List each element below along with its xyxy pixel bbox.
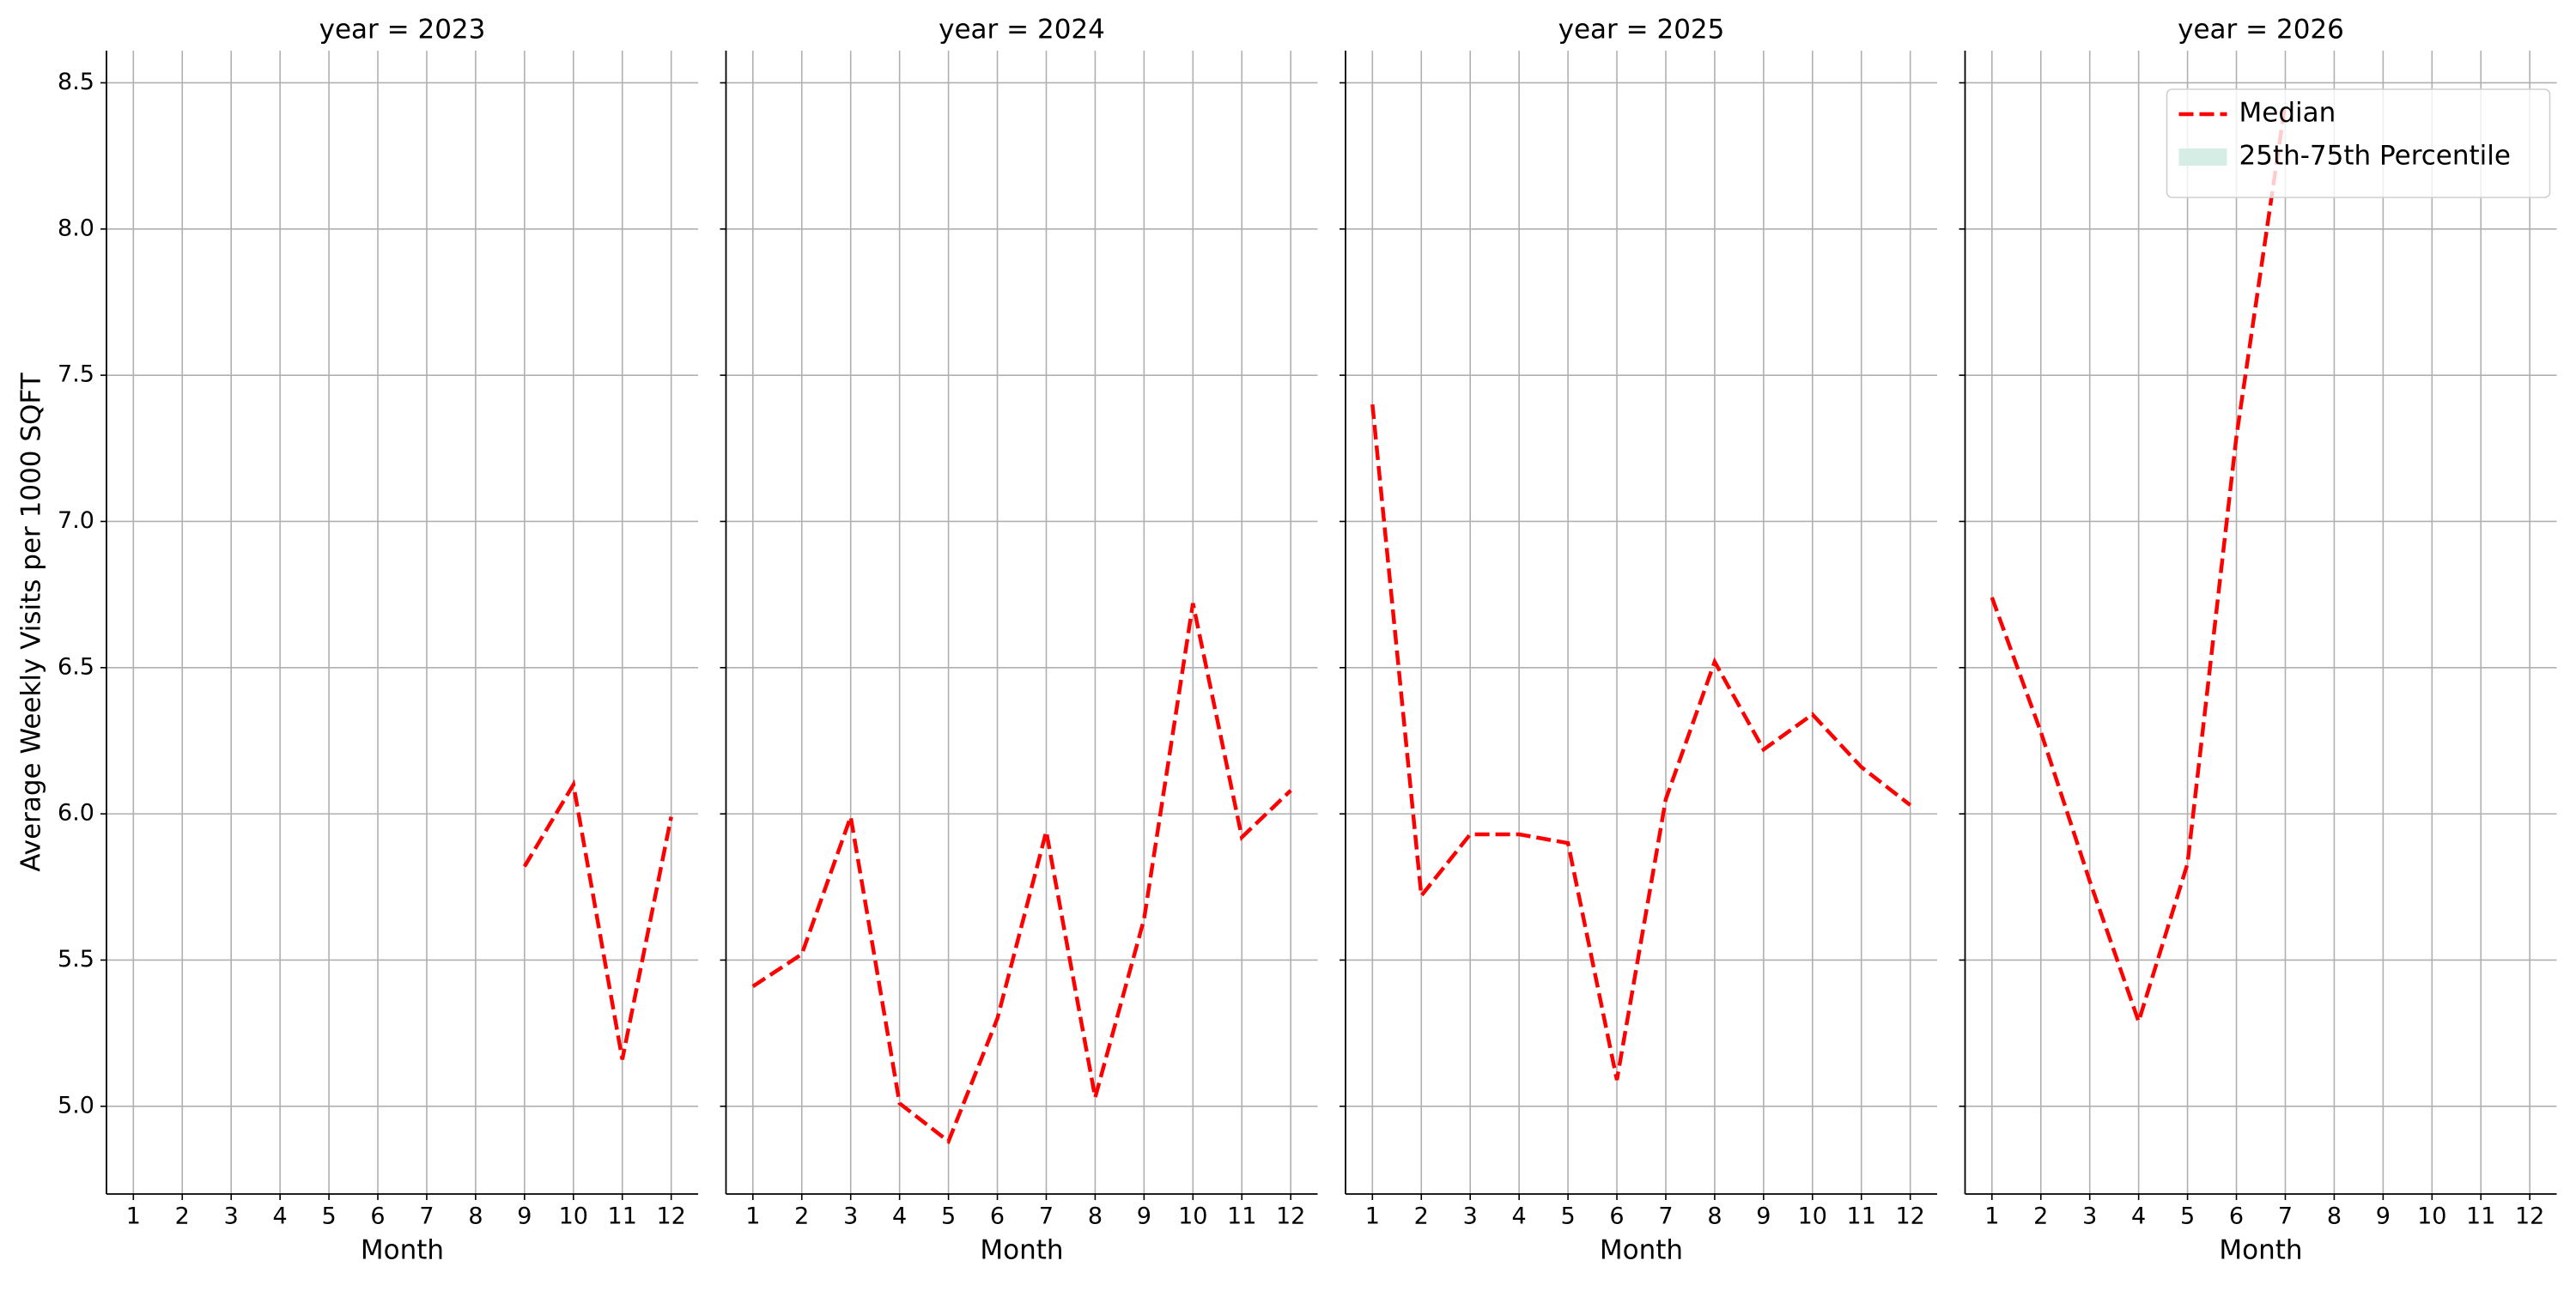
- x-tick-label: 12: [1896, 1203, 1925, 1230]
- x-tick-label: 10: [559, 1203, 588, 1230]
- x-tick-label: 12: [657, 1203, 686, 1230]
- y-tick-label: 6.5: [58, 653, 94, 680]
- x-tick-label: 11: [2466, 1203, 2495, 1230]
- x-axis-label: Month: [361, 1235, 444, 1266]
- x-tick-label: 11: [1227, 1203, 1256, 1230]
- y-tick-label: 8.5: [58, 69, 94, 95]
- x-axis-label: Month: [1600, 1235, 1683, 1266]
- x-tick-label: 1: [126, 1203, 141, 1230]
- legend-swatch: [2178, 148, 2227, 166]
- panel-title: year = 2026: [2178, 15, 2344, 45]
- x-tick-label: 10: [2417, 1203, 2446, 1230]
- panel-title: year = 2025: [1558, 15, 1725, 45]
- x-tick-label: 10: [1798, 1203, 1827, 1230]
- x-tick-label: 11: [608, 1203, 637, 1230]
- y-tick-label: 8.0: [58, 215, 94, 241]
- x-tick-label: 4: [273, 1203, 288, 1230]
- median-line: [1370, 403, 1912, 1081]
- x-tick-label: 9: [1756, 1203, 1771, 1230]
- x-tick-label: 7: [2278, 1203, 2293, 1230]
- x-tick-label: 5: [941, 1203, 956, 1230]
- x-tick-label: 1: [745, 1203, 760, 1230]
- x-tick-label: 4: [892, 1203, 907, 1230]
- y-tick-label: 5.0: [58, 1092, 94, 1118]
- y-tick-label: 7.0: [58, 507, 94, 534]
- x-tick-label: 11: [1847, 1203, 1876, 1230]
- legend-box: [2166, 88, 2551, 198]
- x-tick-label: 8: [468, 1203, 483, 1230]
- x-tick-label: 3: [1463, 1203, 1478, 1230]
- x-tick-label: 3: [843, 1203, 858, 1230]
- x-tick-label: 2: [1414, 1203, 1429, 1230]
- x-tick-label: 2: [175, 1203, 190, 1230]
- legend-label: 25th-75th Percentile: [2239, 141, 2511, 172]
- x-tick-label: 8: [2327, 1203, 2342, 1230]
- x-tick-label: 5: [321, 1203, 336, 1230]
- median-line: [751, 603, 1292, 1145]
- x-tick-label: 8: [1707, 1203, 1722, 1230]
- x-tick-label: 12: [1276, 1203, 1305, 1230]
- x-tick-label: 1: [1984, 1203, 1999, 1230]
- x-tick-label: 6: [2229, 1203, 2244, 1230]
- y-axis-label: Average Weekly Visits per 1000 SQFT: [16, 372, 47, 871]
- x-tick-label: 6: [990, 1203, 1005, 1230]
- x-tick-label: 7: [1658, 1203, 1673, 1230]
- x-tick-label: 5: [2180, 1203, 2195, 1230]
- y-tick-label: 6.0: [58, 800, 94, 827]
- x-tick-label: 12: [2515, 1203, 2544, 1230]
- panel-title: year = 2023: [319, 15, 486, 45]
- panel-title: year = 2024: [939, 15, 1105, 45]
- x-tick-label: 9: [1137, 1203, 1151, 1230]
- x-tick-label: 1: [1365, 1203, 1380, 1230]
- x-tick-label: 2: [794, 1203, 809, 1230]
- y-tick-label: 5.5: [58, 946, 94, 973]
- median-line: [1990, 102, 2287, 1028]
- x-tick-label: 9: [2376, 1203, 2391, 1230]
- x-tick-label: 2: [2033, 1203, 2048, 1230]
- x-tick-label: 9: [517, 1203, 532, 1230]
- x-tick-label: 7: [1039, 1203, 1054, 1230]
- x-tick-label: 3: [2082, 1203, 2097, 1230]
- x-axis-label: Month: [2219, 1235, 2302, 1266]
- x-tick-label: 6: [370, 1203, 385, 1230]
- y-tick-label: 7.5: [58, 361, 94, 388]
- x-axis-label: Month: [980, 1235, 1063, 1266]
- legend-label: Median: [2239, 98, 2336, 129]
- x-tick-label: 4: [2131, 1203, 2146, 1230]
- x-tick-label: 4: [1512, 1203, 1527, 1230]
- x-tick-label: 7: [419, 1203, 434, 1230]
- median-line: [522, 779, 673, 1060]
- x-tick-label: 3: [224, 1203, 239, 1230]
- x-tick-label: 5: [1560, 1203, 1575, 1230]
- x-tick-label: 8: [1088, 1203, 1103, 1230]
- x-tick-label: 6: [1609, 1203, 1624, 1230]
- x-tick-label: 10: [1178, 1203, 1207, 1230]
